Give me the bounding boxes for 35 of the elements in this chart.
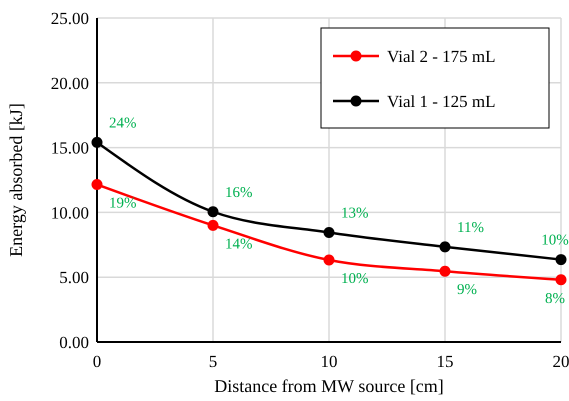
x-axis-title: Distance from MW source [cm]: [214, 376, 444, 396]
x-tick-label: 15: [436, 352, 454, 371]
y-axis-title: Energy absorbed [kJ]: [6, 103, 26, 257]
point: [92, 179, 102, 190]
y-tick-label: 0.00: [59, 333, 89, 352]
point: [324, 226, 334, 238]
annotation: 13%: [341, 205, 368, 222]
annotation: 9%: [457, 282, 477, 298]
point: [92, 136, 102, 148]
annotation: 8%: [545, 290, 565, 307]
y-tick-label: 20.00: [50, 74, 89, 93]
y-tick-label: 15.00: [50, 138, 89, 158]
point: [556, 274, 566, 286]
x-tick-label: 10: [320, 352, 338, 371]
y-tick-label: 25.00: [50, 9, 89, 28]
point: [324, 254, 334, 266]
point: [556, 254, 566, 266]
annotation: 11%: [457, 220, 484, 236]
point: [208, 206, 218, 218]
annotation: 10%: [341, 270, 368, 287]
y-tick-label: 10.00: [50, 203, 89, 222]
point: [440, 266, 450, 277]
annotation: 14%: [225, 236, 252, 252]
x-tick-label: 5: [208, 352, 218, 371]
x-tick-label: 0: [92, 352, 102, 371]
x-tick-label: 20: [552, 352, 569, 371]
legend-label: Vial 2 - 175 mL: [387, 47, 496, 66]
point: [440, 241, 450, 252]
annotation: 10%: [541, 232, 569, 249]
annotation: 19%: [109, 196, 136, 212]
annotation: 24%: [109, 115, 136, 132]
point: [208, 220, 218, 231]
annotation: 16%: [225, 184, 252, 201]
legend-label: Vial 1 - 125 mL: [387, 92, 496, 111]
y-tick-label: 5.00: [59, 268, 89, 288]
